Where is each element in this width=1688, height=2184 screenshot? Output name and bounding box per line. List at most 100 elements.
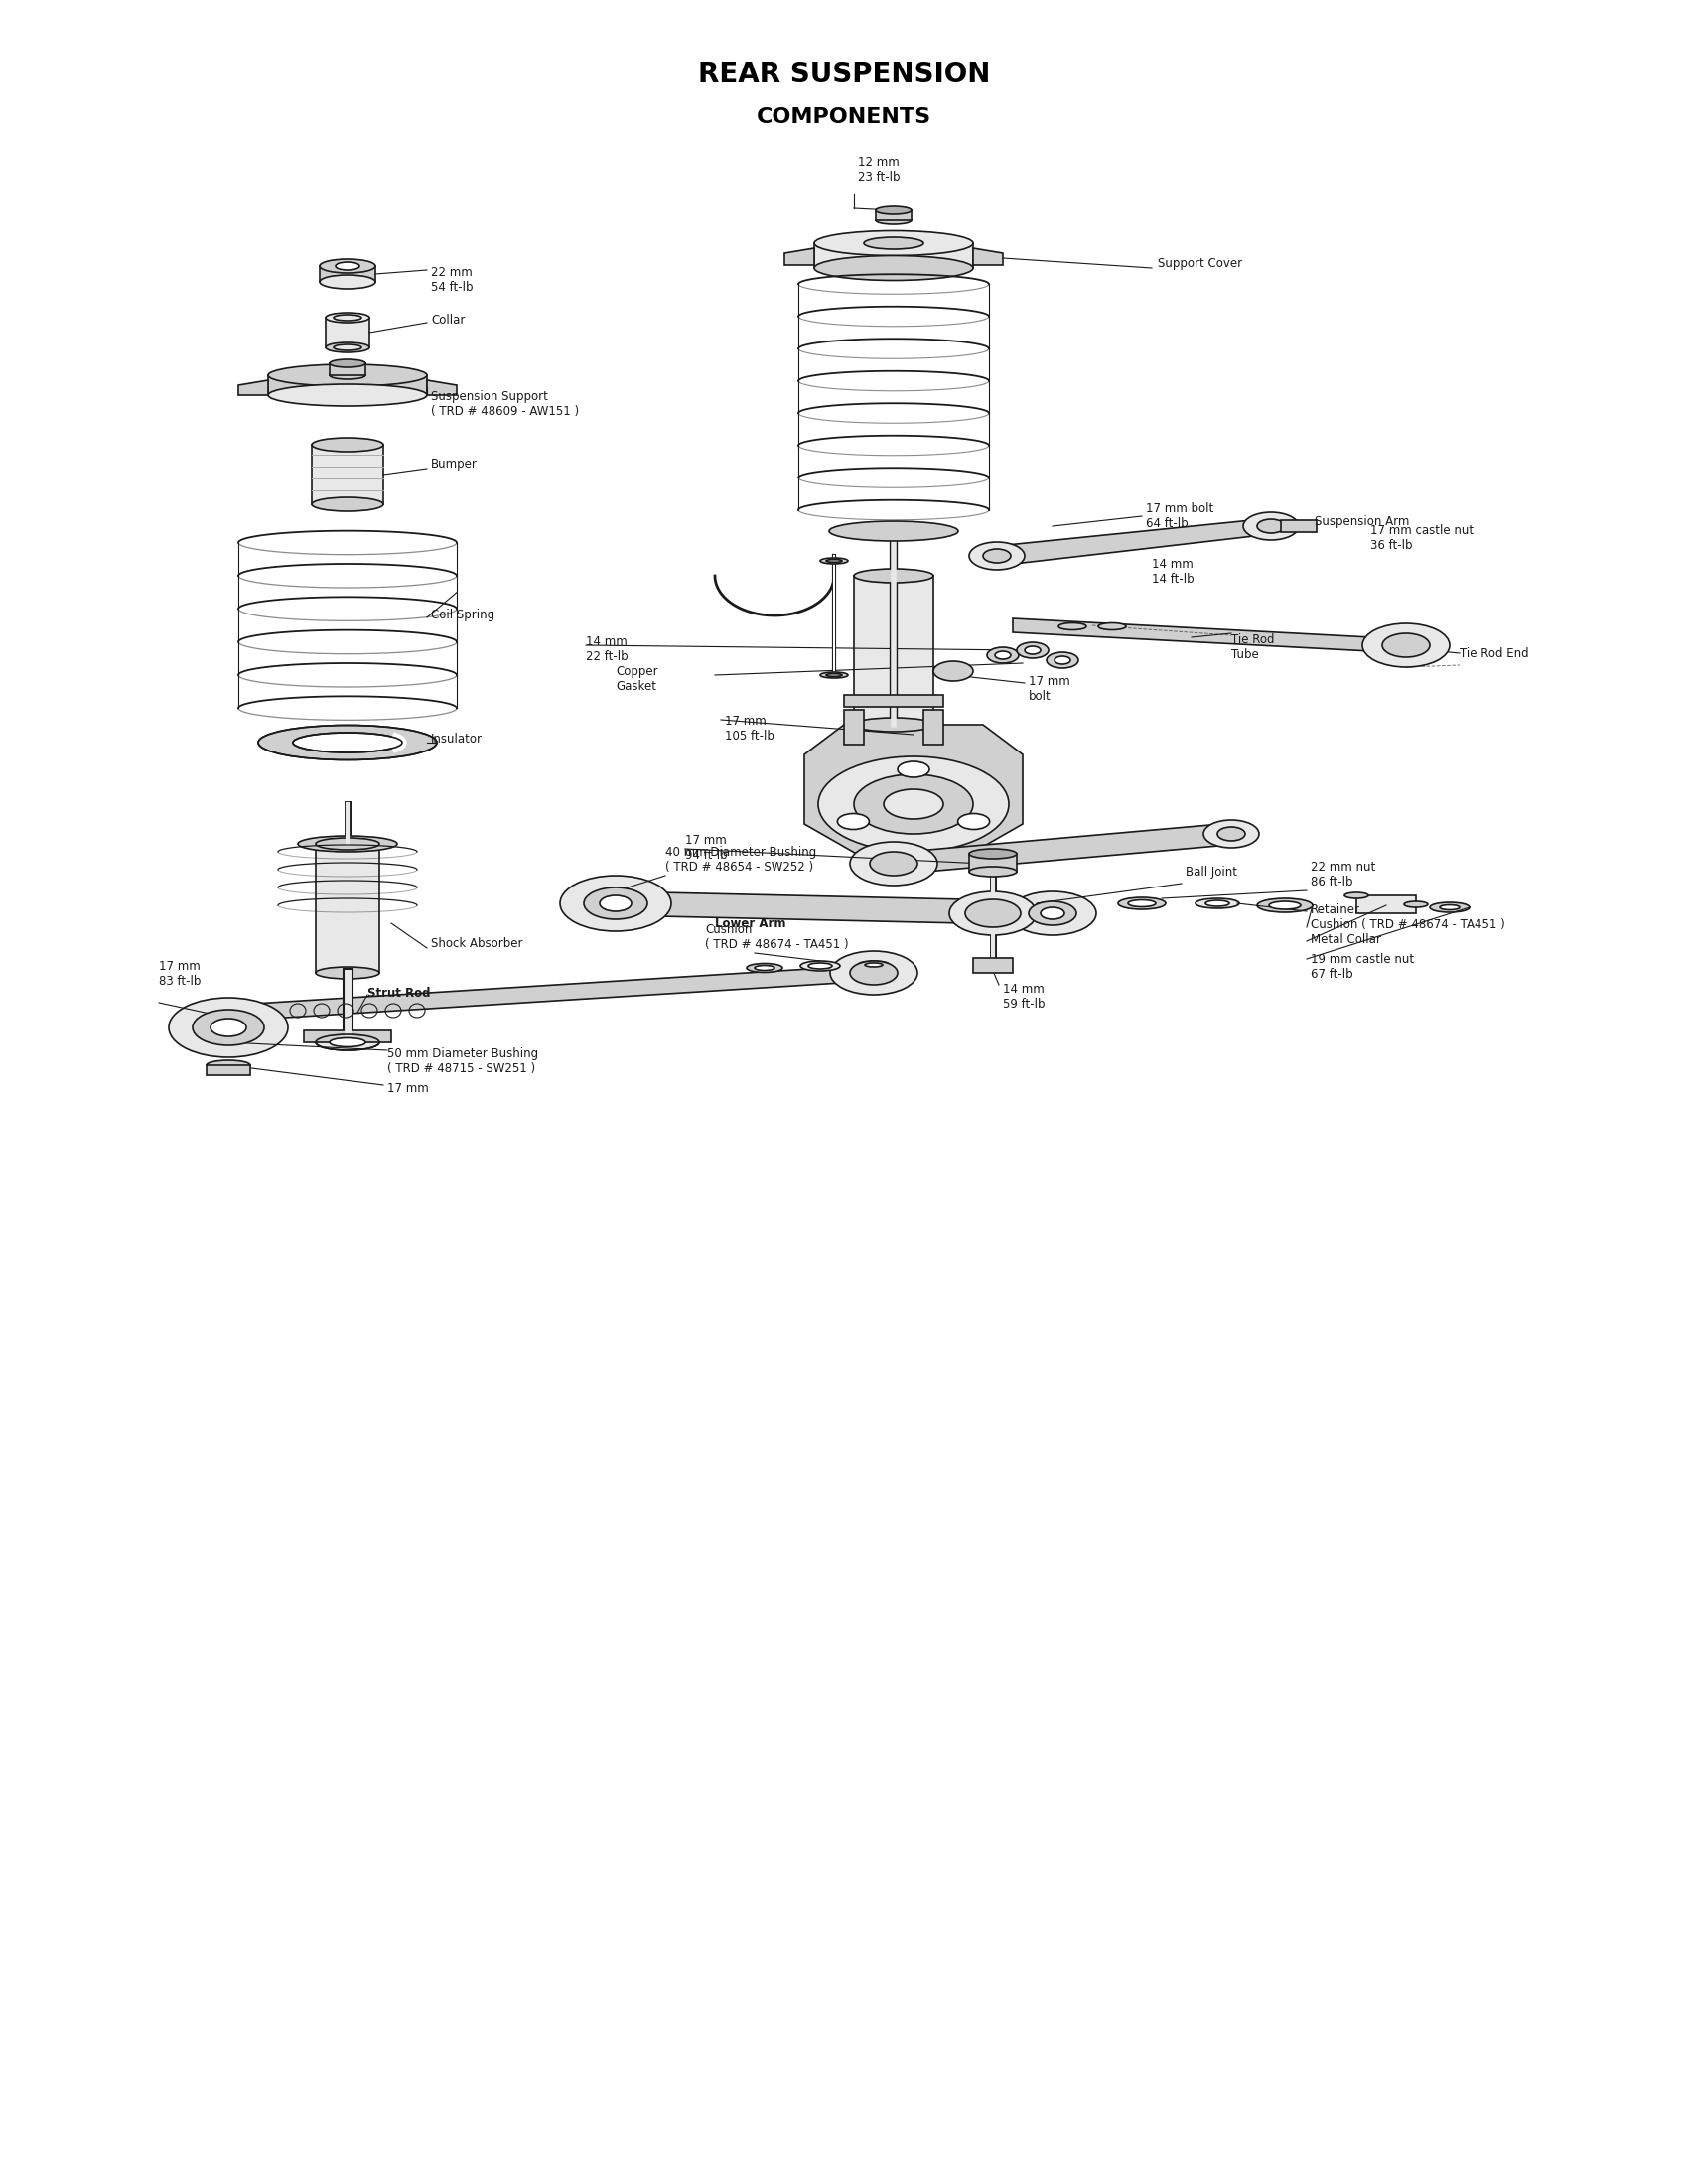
Text: Tie Rod End: Tie Rod End (1460, 646, 1529, 660)
Text: Lower Arm: Lower Arm (716, 917, 787, 930)
Circle shape (599, 895, 631, 911)
Text: Shock Absorber: Shock Absorber (430, 937, 523, 950)
Ellipse shape (1195, 898, 1239, 909)
Text: Collar: Collar (430, 312, 466, 325)
Bar (268, 376, 427, 395)
Ellipse shape (829, 522, 959, 542)
Text: 17 mm
83 ft-lb: 17 mm 83 ft-lb (159, 961, 201, 987)
Bar (316, 843, 380, 972)
Circle shape (1382, 633, 1430, 657)
Ellipse shape (1440, 904, 1460, 911)
Ellipse shape (814, 256, 972, 280)
Text: 17 mm bolt
64 ft-lb: 17 mm bolt 64 ft-lb (1146, 502, 1214, 531)
Circle shape (869, 852, 918, 876)
Text: 14 mm
14 ft-lb: 14 mm 14 ft-lb (1151, 557, 1193, 585)
Bar (854, 577, 933, 725)
Circle shape (1362, 622, 1450, 666)
Ellipse shape (312, 437, 383, 452)
Ellipse shape (329, 360, 365, 367)
Text: 22 mm nut
86 ft-lb: 22 mm nut 86 ft-lb (1310, 860, 1376, 889)
Bar (1357, 895, 1416, 913)
Ellipse shape (294, 732, 402, 753)
Text: 17 mm castle nut
36 ft-lb: 17 mm castle nut 36 ft-lb (1371, 524, 1474, 553)
Text: 40 mm Diameter Bushing
( TRD # 48654 - SW252 ): 40 mm Diameter Bushing ( TRD # 48654 - S… (665, 845, 817, 874)
Circle shape (851, 961, 898, 985)
Circle shape (1040, 906, 1065, 919)
Text: Bumper: Bumper (430, 459, 478, 472)
Ellipse shape (316, 968, 380, 978)
Ellipse shape (329, 371, 365, 380)
Ellipse shape (1128, 900, 1156, 906)
Circle shape (885, 788, 944, 819)
Text: Coil Spring: Coil Spring (430, 607, 495, 620)
Ellipse shape (854, 719, 933, 732)
Text: 17 mm
94 ft-lb: 17 mm 94 ft-lb (685, 834, 728, 863)
Text: Strut Rod: Strut Rod (368, 987, 430, 1000)
Text: Cushion
( TRD # 48674 - TA451 ): Cushion ( TRD # 48674 - TA451 ) (706, 924, 849, 950)
Ellipse shape (1258, 898, 1313, 913)
Bar (304, 1031, 392, 1042)
Ellipse shape (755, 965, 775, 970)
Ellipse shape (316, 1035, 380, 1051)
Circle shape (1025, 646, 1040, 655)
Circle shape (957, 815, 989, 830)
Circle shape (898, 762, 930, 778)
Circle shape (837, 815, 869, 830)
Text: 14 mm
22 ft-lb: 14 mm 22 ft-lb (586, 636, 628, 664)
Circle shape (819, 756, 1009, 852)
Text: Suspension Arm: Suspension Arm (1315, 515, 1409, 529)
Circle shape (169, 998, 289, 1057)
Ellipse shape (1117, 898, 1166, 909)
Circle shape (1242, 513, 1298, 539)
Text: 17 mm
105 ft-lb: 17 mm 105 ft-lb (724, 714, 775, 743)
Circle shape (987, 646, 1020, 664)
Text: Insulator: Insulator (430, 732, 483, 745)
Text: Ball Joint: Ball Joint (1185, 865, 1237, 878)
Circle shape (560, 876, 672, 930)
Polygon shape (616, 891, 1053, 926)
Ellipse shape (1269, 902, 1301, 909)
Text: Suspension Support
( TRD # 48609 - AW151 ): Suspension Support ( TRD # 48609 - AW151… (430, 391, 579, 417)
Ellipse shape (312, 498, 383, 511)
Ellipse shape (800, 961, 841, 972)
Ellipse shape (326, 343, 370, 352)
Text: Tie Rod
Tube: Tie Rod Tube (1231, 633, 1274, 662)
Ellipse shape (969, 850, 1016, 858)
Ellipse shape (809, 963, 832, 970)
Ellipse shape (864, 963, 883, 968)
Ellipse shape (820, 557, 847, 563)
Ellipse shape (268, 365, 427, 387)
Circle shape (1055, 655, 1070, 664)
Circle shape (969, 542, 1025, 570)
Text: Support Cover: Support Cover (1158, 258, 1242, 269)
Text: REAR SUSPENSION: REAR SUSPENSION (697, 61, 991, 87)
Ellipse shape (825, 559, 842, 561)
Bar (876, 210, 912, 221)
Ellipse shape (814, 232, 972, 256)
Circle shape (1204, 819, 1259, 847)
Circle shape (1047, 653, 1079, 668)
Circle shape (1258, 520, 1285, 533)
Text: 17 mm
bolt: 17 mm bolt (1028, 675, 1070, 703)
Circle shape (854, 775, 972, 834)
Polygon shape (238, 380, 268, 395)
Circle shape (1009, 891, 1096, 935)
Ellipse shape (329, 1037, 365, 1046)
Bar (326, 317, 370, 347)
Ellipse shape (876, 216, 912, 225)
Ellipse shape (746, 963, 783, 972)
Ellipse shape (858, 961, 890, 970)
Circle shape (192, 1009, 263, 1046)
Polygon shape (972, 249, 1003, 264)
Circle shape (830, 950, 918, 994)
Ellipse shape (1404, 902, 1428, 906)
Bar (1281, 520, 1317, 533)
Circle shape (966, 900, 1021, 928)
Bar (969, 854, 1016, 871)
Text: 14 mm
59 ft-lb: 14 mm 59 ft-lb (1003, 983, 1045, 1011)
Text: Metal Collar: Metal Collar (1310, 933, 1381, 946)
Ellipse shape (326, 312, 370, 323)
Circle shape (933, 662, 972, 681)
Ellipse shape (268, 384, 427, 406)
Circle shape (584, 887, 648, 919)
